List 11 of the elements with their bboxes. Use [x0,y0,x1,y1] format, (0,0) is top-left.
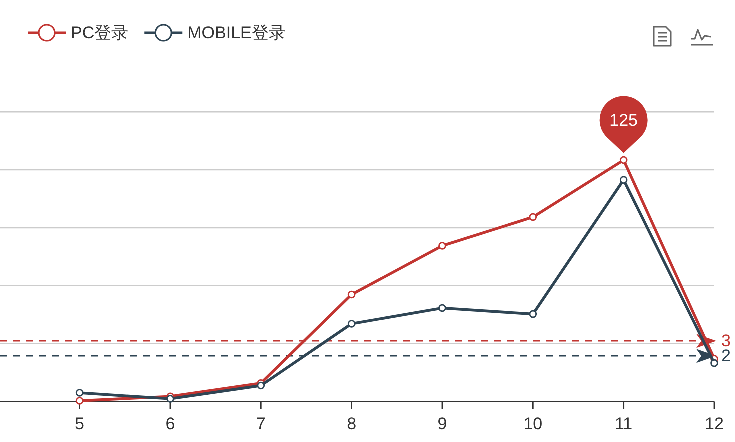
x-tick-label: 8 [347,414,357,434]
x-tick-label: 10 [524,414,543,434]
x-tick-label: 5 [75,414,85,434]
x-tick-label: 7 [256,414,266,434]
legend-label: MOBILE登录 [188,24,286,42]
x-tick-label: 12 [705,414,724,434]
x-tick-label: 9 [438,414,448,434]
x-tick-label: 11 [615,414,633,434]
legend-label: PC登录 [71,24,129,42]
annotation-label: 125 [610,110,638,130]
x-tick-label: 6 [166,414,176,434]
